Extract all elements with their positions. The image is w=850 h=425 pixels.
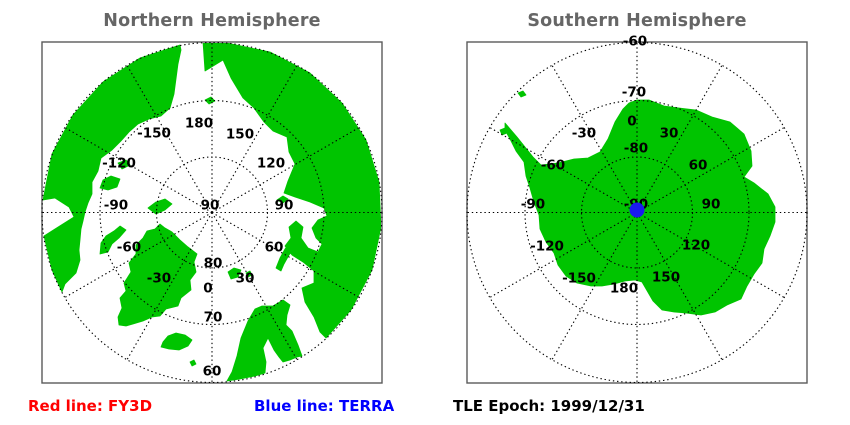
landmass-svalbard-east bbox=[245, 270, 253, 278]
meridian-line bbox=[636, 127, 785, 213]
landmass-alaska-canada bbox=[43, 44, 182, 293]
meridian-line bbox=[64, 212, 213, 298]
grid-label--60: -60 bbox=[623, 34, 647, 50]
north-map-title: Northern Hemisphere bbox=[103, 11, 321, 31]
grid-label-30: 30 bbox=[236, 271, 255, 287]
grid-label--80: -80 bbox=[624, 141, 648, 157]
meridian-line bbox=[211, 212, 298, 360]
meridian-line bbox=[211, 212, 360, 298]
grid-label--70: -70 bbox=[622, 85, 646, 101]
boundary-circle bbox=[466, 41, 808, 384]
landmass-scandinavia bbox=[226, 299, 303, 382]
meridian-line bbox=[211, 65, 298, 213]
landmass-svalbard bbox=[227, 267, 242, 280]
landmass-banks-island bbox=[117, 159, 131, 170]
grid-label-150: 150 bbox=[226, 127, 254, 143]
grid-label--30: -30 bbox=[147, 271, 171, 287]
grid-label--150: -150 bbox=[562, 271, 596, 287]
landmass-greenland bbox=[117, 223, 198, 327]
tle-epoch-text: TLE Epoch: 1999/12/31 bbox=[453, 397, 645, 415]
grid-label-60: 60 bbox=[265, 240, 284, 256]
north-grid-labels: 180 -150 150 -120 120 -90 90 90 -60 60 -30 30 0 80 70 6… bbox=[102, 116, 293, 380]
landmass-victoria-island bbox=[99, 175, 121, 191]
legend-blue-line-terra: Blue line: TERRA bbox=[254, 397, 395, 415]
meridian-line bbox=[636, 65, 723, 213]
landmass-baffin-island bbox=[99, 225, 127, 255]
grid-label-60: 60 bbox=[203, 364, 222, 380]
grid-label-90: 90 bbox=[702, 197, 721, 213]
boundary-circle bbox=[41, 41, 383, 384]
grid-label-0: 0 bbox=[203, 281, 212, 297]
landmass-franz-josef-2 bbox=[290, 186, 300, 195]
landmass-south-shetland-islands bbox=[499, 127, 508, 136]
landmass-south-orkney-islands bbox=[517, 90, 527, 98]
grid-label-0: 0 bbox=[627, 114, 636, 130]
meridian-line bbox=[489, 127, 638, 213]
grid-label-90: 90 bbox=[201, 198, 220, 214]
grid-label--60: -60 bbox=[541, 158, 565, 174]
meridian-line bbox=[126, 65, 213, 213]
landmass-franz-josef-1 bbox=[276, 195, 289, 204]
meridian-line bbox=[636, 212, 723, 360]
meridian-line bbox=[636, 212, 785, 298]
grid-label-60: 60 bbox=[689, 158, 708, 174]
south-map-title: Southern Hemisphere bbox=[527, 11, 747, 31]
grid-label--150: -150 bbox=[137, 126, 171, 142]
latitude-circle bbox=[99, 99, 325, 326]
meridian-line bbox=[551, 212, 638, 360]
meridian-line bbox=[211, 127, 360, 213]
meridian-line bbox=[64, 127, 213, 213]
grid-label--60: -60 bbox=[117, 240, 141, 256]
meridian-line bbox=[551, 65, 638, 213]
south-graticule bbox=[466, 41, 808, 384]
landmass-small-island bbox=[189, 359, 197, 367]
north-landmasses bbox=[43, 43, 381, 382]
grid-label-90: 90 bbox=[275, 198, 294, 214]
latitude-circle bbox=[524, 99, 750, 326]
grid-label--90: -90 bbox=[104, 198, 128, 214]
meridian-line bbox=[126, 212, 213, 360]
landmass-novaya-zemlya bbox=[275, 235, 302, 272]
grid-label-120: 120 bbox=[257, 156, 285, 172]
landmass-iceland bbox=[160, 332, 193, 351]
grid-label-150: 150 bbox=[652, 270, 680, 286]
grid-label-30: 30 bbox=[660, 126, 679, 142]
south-grid-labels: -60-70030-30-8060-6090-90-90120-120150-1… bbox=[521, 34, 721, 297]
grid-label--120: -120 bbox=[530, 239, 564, 255]
legend-red-line-fy3d: Red line: FY3D bbox=[28, 397, 153, 415]
grid-label-180: 180 bbox=[185, 116, 213, 132]
terra-position-marker bbox=[629, 202, 645, 218]
grid-label--120: -120 bbox=[102, 156, 136, 172]
grid-label-180: 180 bbox=[610, 281, 638, 297]
meridian-line bbox=[489, 212, 638, 298]
grid-label-80: 80 bbox=[204, 256, 223, 272]
grid-label-70: 70 bbox=[204, 310, 223, 326]
grid-label--30: -30 bbox=[572, 126, 596, 142]
grid-label-120: 120 bbox=[682, 238, 710, 254]
north-graticule bbox=[41, 41, 383, 384]
grid-label--90: -90 bbox=[521, 197, 545, 213]
